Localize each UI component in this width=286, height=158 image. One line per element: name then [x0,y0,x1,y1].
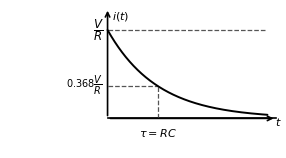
Text: $\tau = RC$: $\tau = RC$ [139,127,176,139]
Text: $i(t)$: $i(t)$ [112,10,129,23]
Text: $t$: $t$ [275,116,282,128]
Text: $\dfrac{V}{R}$: $\dfrac{V}{R}$ [93,17,104,43]
Text: $0.368\dfrac{V}{R}$: $0.368\dfrac{V}{R}$ [66,74,104,97]
